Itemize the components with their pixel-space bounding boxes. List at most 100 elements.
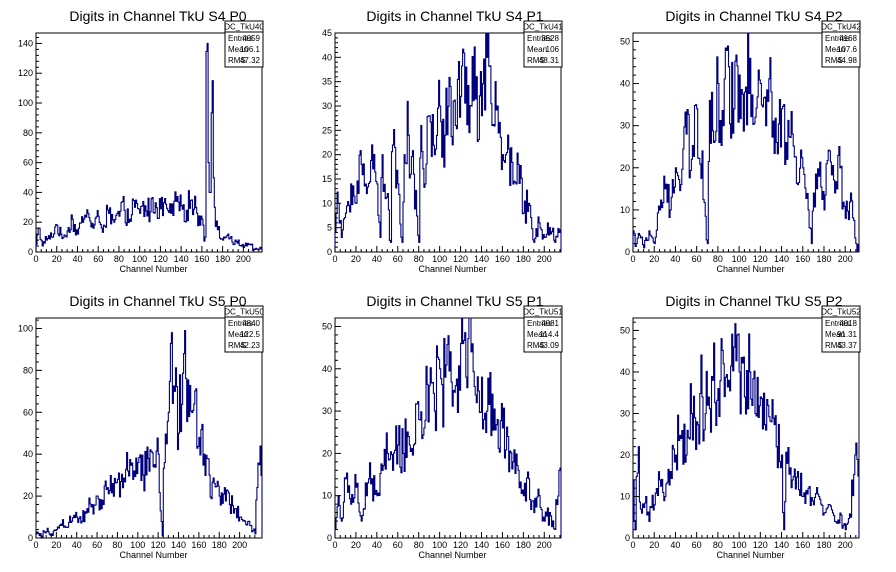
stats-rms-value: 43.37 [837,341,858,350]
plot-frame [35,32,263,253]
x-tick-label: 140 [474,254,489,264]
y-tick-label: 0 [28,533,33,543]
x-tick-label: 180 [816,540,831,550]
x-tick-label: 100 [732,254,747,264]
x-tick-label: 0 [630,254,635,264]
stats-name: DC_TkU51 [523,308,563,317]
stats-entries-value: 4018 [839,319,857,328]
histogram-series [35,330,263,538]
stats-mean-value: 107.6 [837,45,858,54]
y-tick-label: 5 [327,223,332,233]
y-tick-label: 30 [620,408,630,418]
y-tick-label: 35 [322,77,332,87]
x-tick-label: 200 [838,254,853,264]
x-tick-label: 80 [114,254,124,264]
stats-rms-label: RMS [228,341,246,350]
x-tick-label: 0 [332,540,337,550]
x-tick-label: 80 [414,254,424,264]
x-tick-label: 160 [795,540,810,550]
x-tick-label: 100 [130,540,145,550]
stats-entries-value: 4081 [541,319,559,328]
x-tick-label: 60 [92,540,102,550]
x-tick-label: 160 [194,254,209,264]
y-tick-label: 0 [28,247,33,257]
y-tick-label: 80 [23,128,33,138]
histogram-series [334,32,562,252]
x-tick-label: 120 [453,540,468,550]
x-tick-label: 200 [537,540,552,550]
stats-rms-label: RMS [825,56,843,65]
y-tick-label: 20 [23,491,33,501]
histogram-series [35,42,263,252]
y-tick-label: 20 [23,217,33,227]
x-tick-label: 180 [212,540,227,550]
x-tick-label: 180 [516,254,531,264]
x-tick-label: 20 [351,540,361,550]
x-tick-label: 160 [191,540,206,550]
y-tick-label: 40 [322,52,332,62]
y-tick-label: 0 [327,533,332,543]
x-tick-label: 80 [713,540,723,550]
x-tick-label: 100 [132,254,147,264]
stats-box-frame [821,20,861,68]
stats-mean-value: 106 [546,45,560,54]
x-tick-label: 120 [753,254,768,264]
stats-mean-value: 106.1 [240,45,261,54]
x-axis-label: Channel Number [119,550,187,560]
panel-title: Digits in Channel TkU S4 P0 [69,8,246,24]
y-tick-label: 100 [18,323,33,333]
x-tick-label: 60 [93,254,103,264]
stats-entries-label: Entries [527,34,552,43]
stats-entries-label: Entries [825,34,850,43]
stats-rms-value: 42.23 [240,341,261,350]
x-tick-label: 40 [670,540,680,550]
plot-frame [35,317,263,539]
stats-mean-value: 91.31 [837,330,858,339]
x-tick-label: 60 [393,540,403,550]
y-tick-label: 10 [322,491,332,501]
y-tick-label: 15 [322,174,332,184]
stats-entries-value: 4168 [839,34,857,43]
x-tick-label: 20 [649,540,659,550]
y-tick-label: 40 [322,364,332,374]
y-tick-label: 20 [620,450,630,460]
stats-entries-label: Entries [825,319,850,328]
x-tick-label: 0 [630,540,635,550]
histogram-panel: Digits in Channel TkU S4 P0 0 20 40 60 80 100 1… [18,8,264,274]
stats-box-frame [224,20,264,68]
x-tick-label: 100 [732,540,747,550]
y-tick-label: 40 [23,187,33,197]
x-tick-label: 20 [52,254,62,264]
stats-entries-value: 3528 [541,34,559,43]
y-tick-label: 30 [322,406,332,416]
x-tick-label: 60 [692,254,702,264]
x-tick-label: 200 [838,540,853,550]
y-tick-label: 45 [322,28,332,38]
x-tick-label: 180 [816,254,831,264]
panel-title: Digits in Channel TkU S5 P2 [665,293,842,309]
x-tick-label: 80 [414,540,424,550]
y-tick-label: 20 [322,150,332,160]
stats-mean-label: Mean [527,330,547,339]
stats-entries-label: Entries [228,34,253,43]
x-tick-label: 40 [372,540,382,550]
x-tick-label: 180 [516,540,531,550]
y-tick-label: 30 [620,121,630,131]
x-tick-label: 0 [33,540,38,550]
stats-box-frame [523,305,563,353]
x-axis-label: Channel Number [418,550,486,560]
stats-rms-value: 44.98 [837,56,858,65]
x-axis-label: Channel Number [119,264,187,274]
stats-box-frame [821,305,861,353]
y-tick-label: 30 [322,101,332,111]
x-tick-label: 100 [432,540,447,550]
y-tick-label: 10 [620,491,630,501]
stats-box-frame [523,20,563,68]
x-tick-label: 140 [171,540,186,550]
stats-mean-value: 114.4 [540,330,560,339]
x-tick-label: 0 [332,254,337,264]
